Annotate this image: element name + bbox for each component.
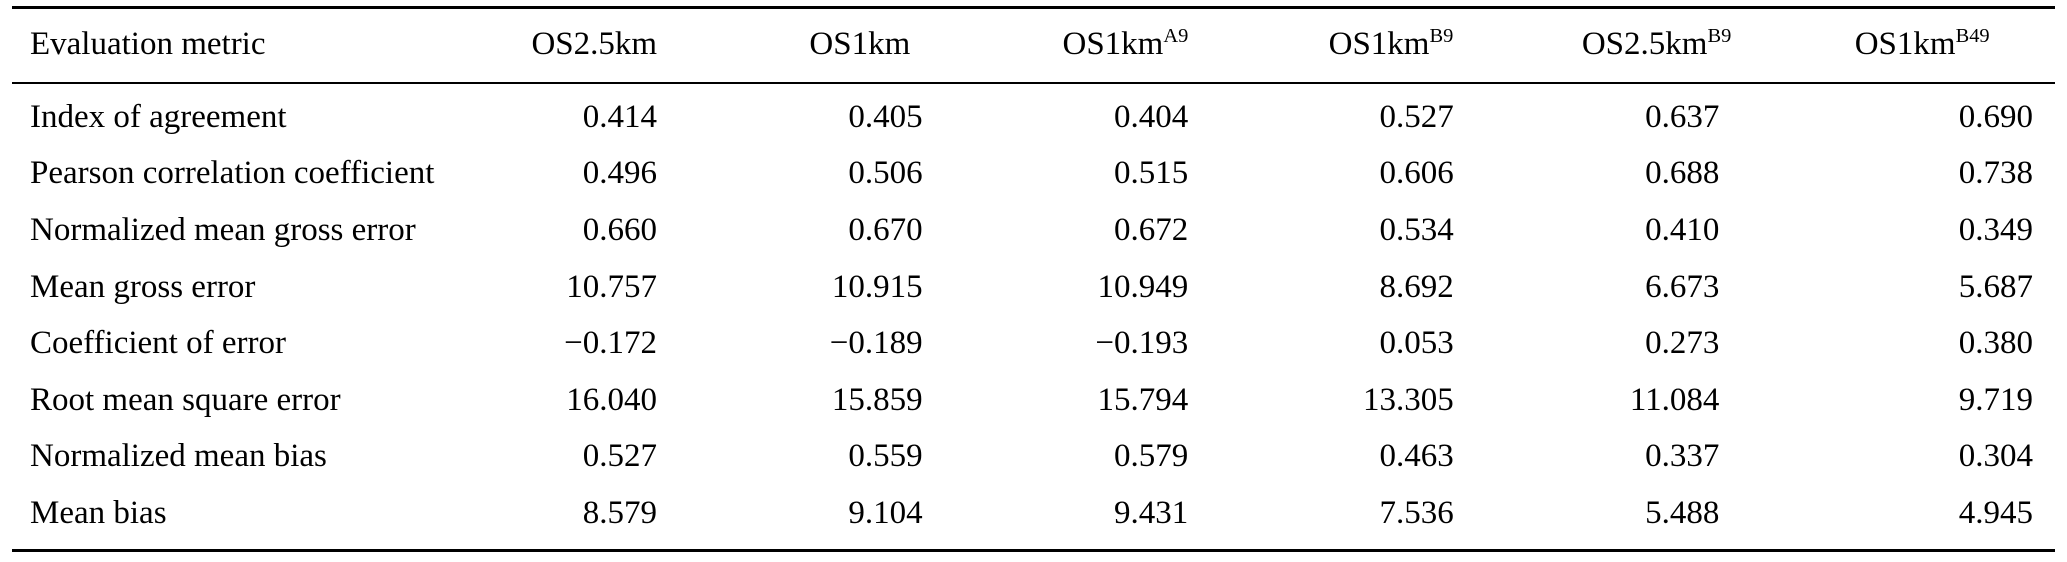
- value-cell: 15.859: [831, 381, 923, 418]
- value-cell: 0.534: [1379, 211, 1454, 248]
- value-cell: 0.637: [1645, 98, 1720, 135]
- header-row: Evaluation metric OS2.5km OS1km OS1kmA9 …: [12, 5, 2055, 84]
- value-cell: 0.380: [1958, 325, 2033, 362]
- value-cell: 0.304: [1958, 438, 2033, 475]
- value-cell: 0.515: [1113, 155, 1189, 192]
- table-row: Normalized mean bias 0.527 0.559 0.579 0…: [12, 428, 2055, 485]
- value-cell: −0.193: [1095, 325, 1189, 362]
- value-cell: 0.405: [848, 98, 923, 135]
- value-cell: 0.559: [848, 438, 923, 475]
- value-cell: 0.506: [848, 155, 923, 192]
- value-cell: 10.757: [566, 268, 658, 305]
- metric-label: Mean gross error: [30, 268, 256, 305]
- value-cell: 0.404: [1113, 98, 1189, 135]
- metric-label: Pearson correlation coefficient: [30, 155, 435, 192]
- value-cell: −0.172: [564, 325, 658, 362]
- value-cell: 0.738: [1958, 155, 2033, 192]
- table-row: Coefficient of error −0.172 −0.189 −0.19…: [12, 315, 2055, 372]
- value-cell: 8.579: [461, 485, 728, 552]
- value-cell: 0.672: [1113, 211, 1189, 248]
- value-cell: 16.040: [566, 381, 658, 418]
- value-cell: 9.104: [727, 485, 993, 552]
- value-cell: 0.670: [848, 211, 923, 248]
- metric-label: Normalized mean bias: [30, 438, 327, 475]
- value-cell: 0.463: [1379, 438, 1454, 475]
- column-header-metric: Evaluation metric: [12, 5, 462, 84]
- value-cell: 0.660: [582, 211, 658, 248]
- table-row: Mean bias 8.579 9.104 9.431 7.536 5.488 …: [12, 485, 2055, 552]
- metric-label: Mean bias: [12, 485, 462, 552]
- column-header-base: OS2.5km: [531, 26, 658, 62]
- value-cell: 5.687: [1958, 268, 2033, 305]
- column-header: OS1kmB9: [1258, 5, 1524, 84]
- value-cell: 9.719: [1958, 381, 2033, 418]
- value-cell: 0.349: [1958, 211, 2033, 248]
- value-cell: 0.527: [582, 438, 658, 475]
- table-row: Mean gross error 10.757 10.915 10.949 8.…: [12, 259, 2055, 316]
- value-cell: 15.794: [1097, 381, 1189, 418]
- column-header-superscript: B9: [1707, 25, 1732, 47]
- table-row: Pearson correlation coefficient 0.496 0.…: [12, 145, 2055, 202]
- column-header-base: OS2.5km: [1581, 26, 1708, 62]
- column-header-superscript: B9: [1429, 25, 1454, 47]
- column-header-superscript: B49: [1955, 25, 1990, 47]
- value-cell: 0.579: [1113, 438, 1189, 475]
- value-cell: 8.692: [1379, 268, 1454, 305]
- value-cell: 0.527: [1379, 98, 1454, 135]
- column-header-base: OS1km: [809, 26, 911, 62]
- column-header-superscript: A9: [1163, 25, 1189, 47]
- value-cell: 0.273: [1645, 325, 1720, 362]
- value-cell: −0.189: [829, 325, 923, 362]
- table-row: Normalized mean gross error 0.660 0.670 …: [12, 202, 2055, 259]
- value-cell: 9.431: [992, 485, 1259, 552]
- column-header: OS1kmA9: [992, 5, 1259, 84]
- value-cell: 11.084: [1629, 381, 1720, 418]
- value-cell: 10.915: [831, 268, 923, 305]
- table-row: Root mean square error 16.040 15.859 15.…: [12, 372, 2055, 429]
- value-cell: 0.053: [1379, 325, 1454, 362]
- value-cell: 0.688: [1645, 155, 1720, 192]
- value-cell: 0.496: [582, 155, 658, 192]
- column-header: OS1km: [727, 5, 993, 84]
- value-cell: 0.606: [1379, 155, 1454, 192]
- value-cell: 10.949: [1097, 268, 1189, 305]
- evaluation-metrics-table: Evaluation metric OS2.5km OS1km OS1kmA9 …: [12, 5, 2055, 552]
- value-cell: 0.410: [1645, 211, 1720, 248]
- column-header-base: OS1km: [1854, 26, 1956, 62]
- metric-label: Root mean square error: [30, 381, 341, 418]
- value-cell: 5.488: [1523, 485, 1790, 552]
- column-header: OS2.5km: [461, 5, 728, 84]
- value-cell: 0.337: [1645, 438, 1720, 475]
- metric-label: Normalized mean gross error: [30, 211, 416, 248]
- column-header: OS2.5kmB9: [1523, 5, 1790, 84]
- value-cell: 0.414: [582, 98, 658, 135]
- value-cell: 7.536: [1258, 485, 1524, 552]
- column-header: OS1kmB49: [1789, 5, 2055, 84]
- metric-label: Index of agreement: [30, 98, 287, 135]
- table-row: Index of agreement 0.414 0.405 0.404 0.5…: [12, 83, 2055, 146]
- column-header-base: OS1km: [1328, 26, 1430, 62]
- value-cell: 13.305: [1363, 381, 1454, 418]
- value-cell: 4.945: [1789, 485, 2055, 552]
- column-header-base: OS1km: [1062, 26, 1164, 62]
- metric-label: Coefficient of error: [30, 325, 286, 362]
- value-cell: 6.673: [1645, 268, 1720, 305]
- value-cell: 0.690: [1958, 98, 2033, 135]
